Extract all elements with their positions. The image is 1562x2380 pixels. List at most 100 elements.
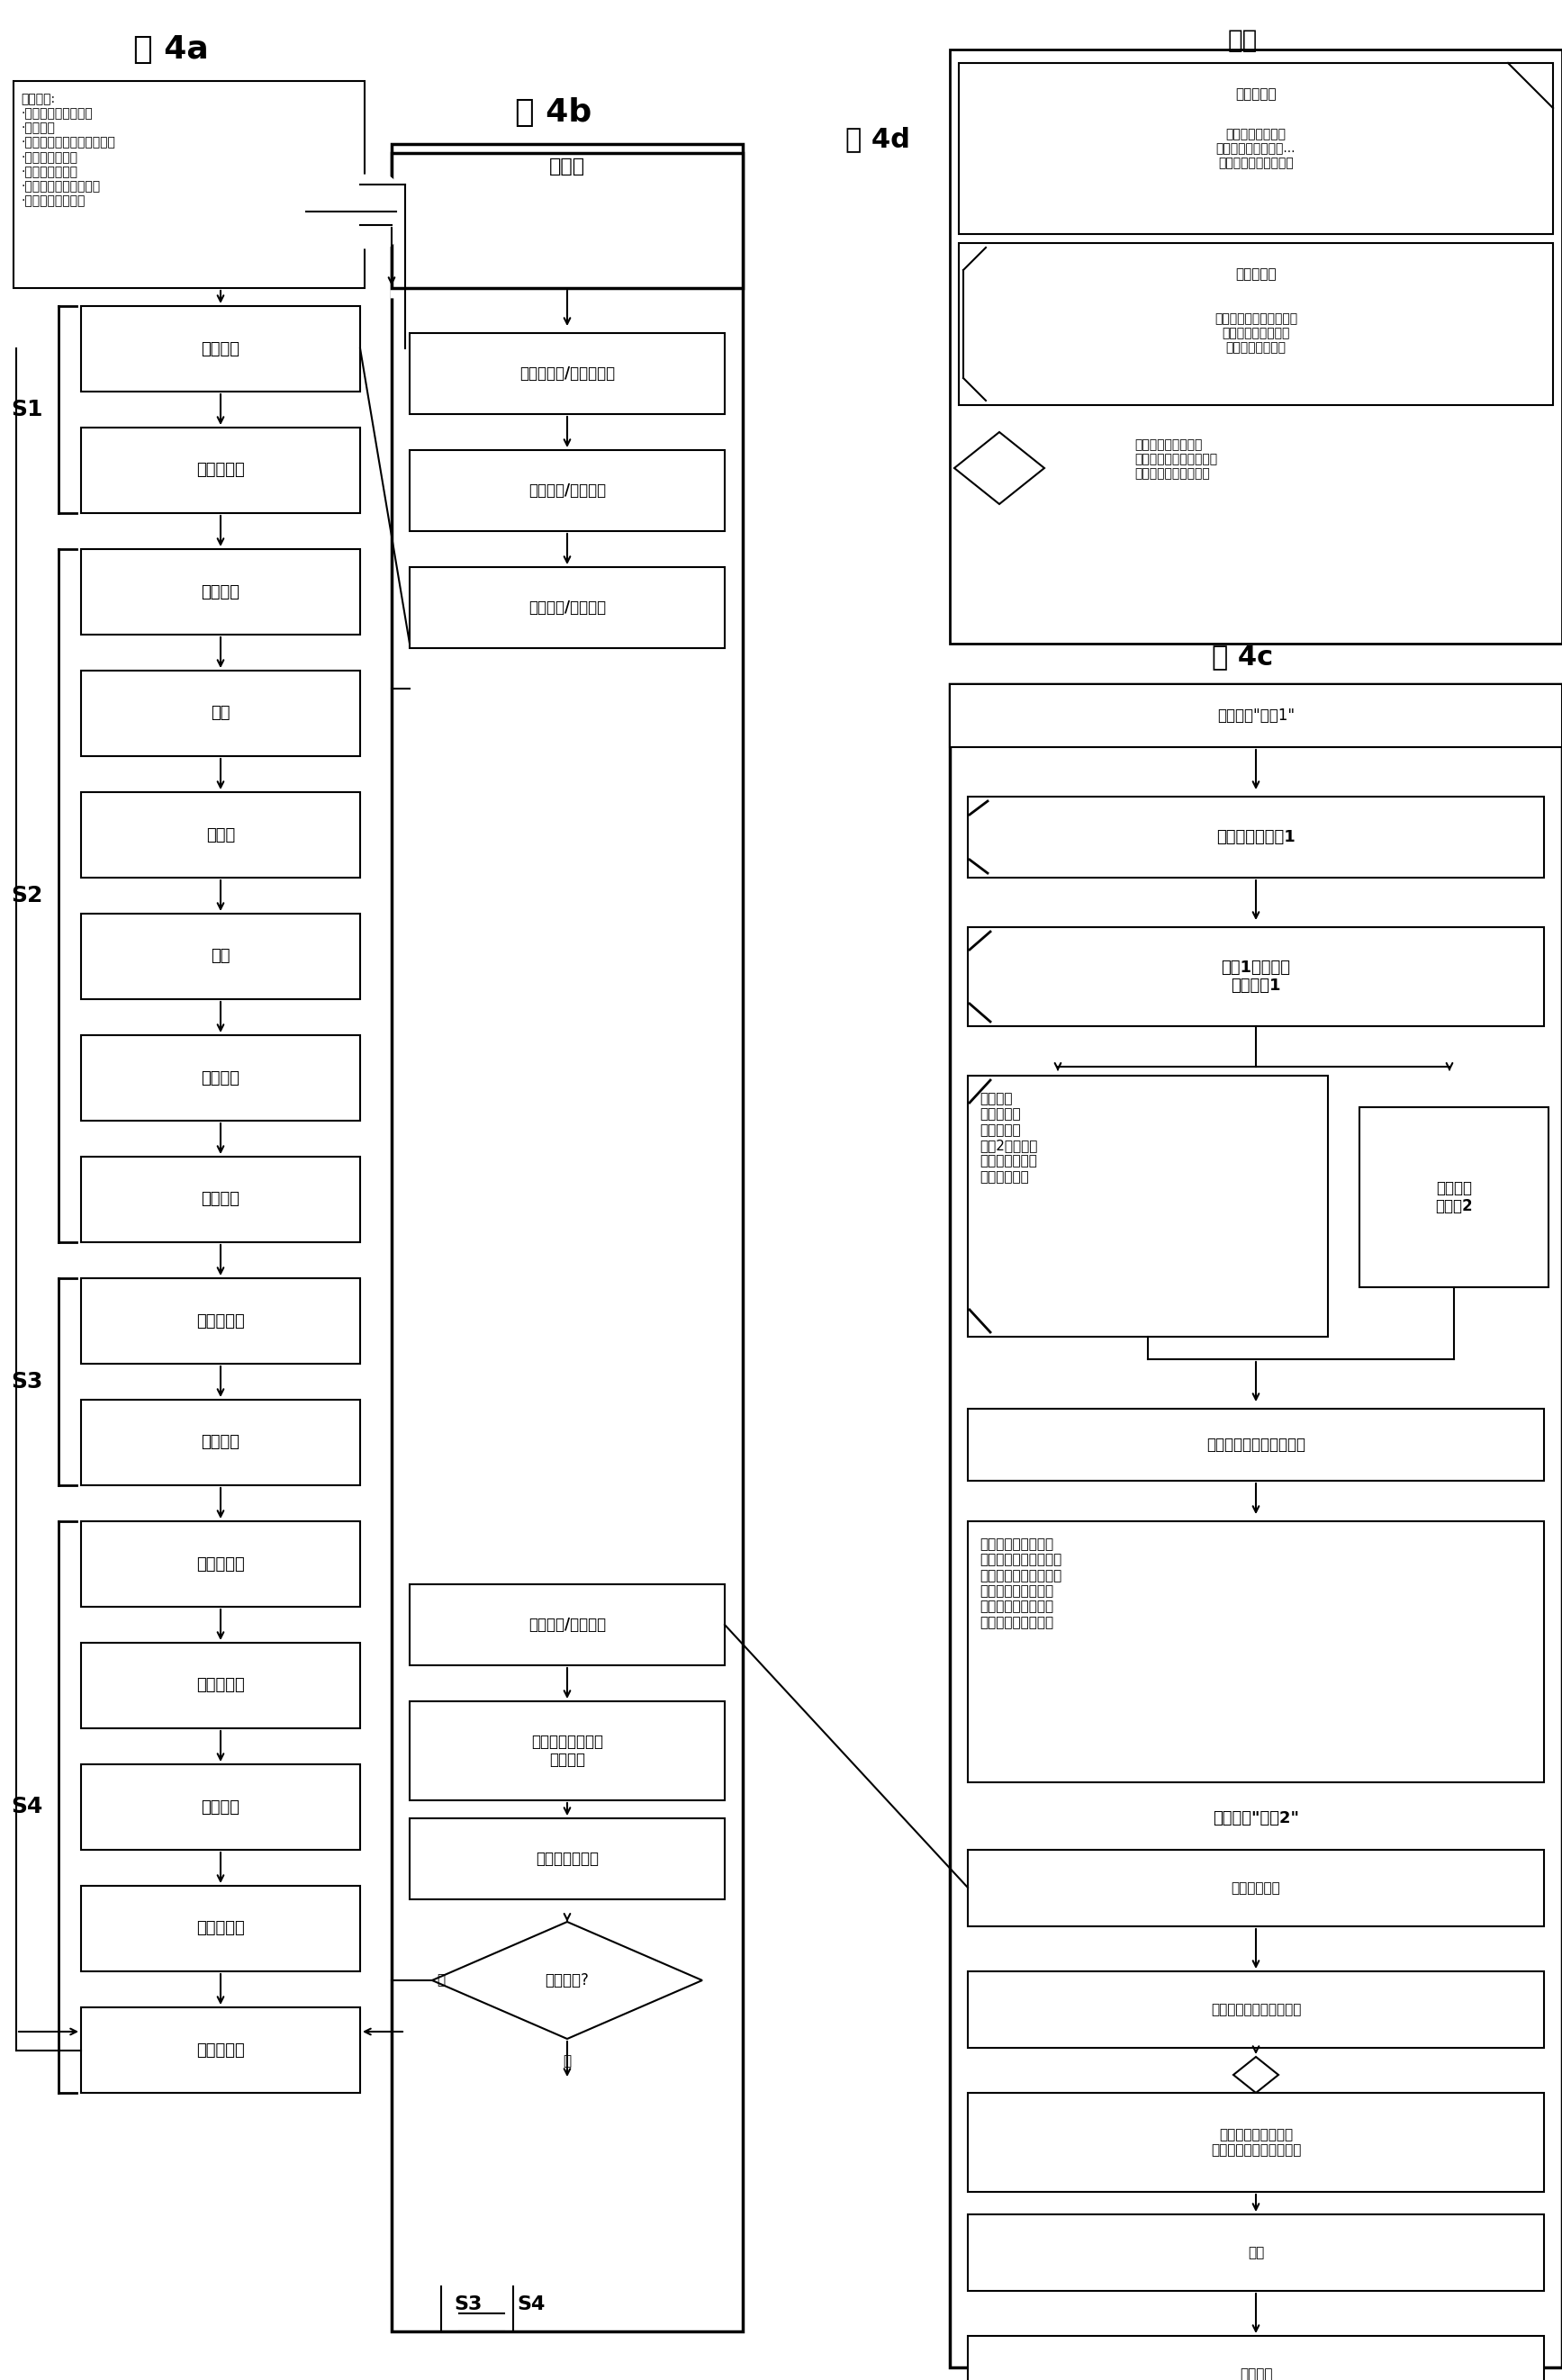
Bar [950,683,1562,747]
Bar [968,1521,1543,1783]
Bar [81,1642,361,1728]
Text: 功能测试：: 功能测试： [1236,88,1276,102]
Bar [950,50,1562,643]
Text: 喷注: 喷注 [211,704,230,721]
Text: 闭合力撤销: 闭合力撤销 [197,1314,245,1328]
Bar [968,2092,1543,2192]
Bar [1359,1107,1548,1288]
Text: 传授功能：: 传授功能： [1236,269,1276,281]
Bar [81,1399,361,1485]
Bar [968,1849,1543,1925]
Bar [81,1521,361,1607]
Text: 塑化，准备材料: 塑化，准备材料 [536,1852,598,1866]
Bar [968,1971,1543,2047]
Bar [81,1035,361,1121]
Text: 图 4d: 图 4d [845,126,911,152]
Polygon shape [433,1921,703,2040]
Bar [409,1585,725,1666]
Bar [409,450,725,531]
Text: 机器人移入: 机器人移入 [197,1678,245,1695]
Text: 材料正常?: 材料正常? [545,1973,589,1987]
Bar [81,793,361,878]
Text: 传授模式"序列2": 传授模式"序列2" [1212,1811,1300,1825]
Bar [81,307,361,393]
Text: 螺杆前进（学习路经点）: 螺杆前进（学习路经点） [1211,2004,1301,2016]
Text: 核心1移入直到
达到开关1: 核心1移入直到 达到开关1 [1221,959,1290,995]
Bar [409,1702,725,1799]
Bar [959,243,1553,405]
Text: 工具断开: 工具断开 [201,1435,241,1449]
Text: 设置自动流程的起始
条件，例如是组件只需要
在第一个周期时前进。: 设置自动流程的起始 条件，例如是组件只需要 在第一个周期时前进。 [1134,438,1217,481]
Bar [81,1764,361,1849]
Polygon shape [954,433,1045,505]
Bar [968,928,1543,1026]
Bar [14,81,364,288]
Text: S2: S2 [11,885,42,907]
Bar [968,797,1543,878]
Text: 螺杆返回: 螺杆返回 [1240,2368,1273,2380]
FancyArrow shape [306,176,433,248]
Text: 塑化: 塑化 [211,947,230,964]
Text: 传授模式"序列1": 传授模式"序列1" [1217,707,1295,724]
Text: 工具闭合到位置1: 工具闭合到位置1 [1217,828,1295,845]
Text: 工具一直闭合到最终位置: 工具一直闭合到最终位置 [1206,1438,1306,1452]
Bar [81,1157,361,1242]
Text: 图 4c: 图 4c [1212,645,1273,671]
Bar [81,428,361,514]
Bar [81,550,361,635]
Bar [950,683,1562,2368]
Bar [392,152,744,288]
Text: 后压力: 后压力 [206,826,236,843]
Text: S4: S4 [517,2294,545,2313]
Text: 控制装置的学习，位置，
控制时间，信号逻辑
连接（终端开关）: 控制装置的学习，位置， 控制时间，信号逻辑 连接（终端开关） [1214,312,1298,355]
FancyArrow shape [392,217,526,298]
Text: 核心移入/核心移出: 核心移入/核心移出 [528,483,606,500]
Text: 起始状态:
·将工具安装到机器中
·工具断开
·推断器在后面（脱模位置）
·核心在脱模位置
·喷注组件在后面
·螺杆在后面，汽缸为空
·机器人在安全位置: 起始状态: ·将工具安装到机器中 ·工具断开 ·推断器在后面（脱模位置） ·核心… [20,93,116,207]
Text: 可运动性、冲突、
终端开关、运动方向...
正常安装以及功能正常: 可运动性、冲突、 终端开关、运动方向... 正常安装以及功能正常 [1217,129,1296,169]
Bar [81,2006,361,2092]
Bar [81,1278,361,1364]
Text: 图 4a: 图 4a [133,33,209,64]
Text: 后压力（学习时间，
通过控制装置调节压力）: 后压力（学习时间， 通过控制装置调节压力） [1211,2128,1301,2156]
Bar [409,566,725,647]
Bar [968,1076,1328,1338]
Text: 工具闭合
到位置2: 工具闭合 到位置2 [1435,1180,1473,1214]
Bar [959,62,1553,233]
Text: S1: S1 [11,400,44,421]
Text: 工具闭合: 工具闭合 [201,340,241,357]
Text: 解释: 解释 [1228,29,1257,52]
Bar [81,1885,361,1971]
Bar [81,671,361,757]
Text: 部件转换: 部件转换 [201,1799,241,1816]
Text: 推料器返回: 推料器返回 [197,1921,245,1937]
Text: S3: S3 [455,2294,483,2313]
Text: S4: S4 [11,1797,42,1818]
Text: 机器人移出: 机器人移出 [197,2042,245,2059]
Text: 组件前进/组件返回: 组件前进/组件返回 [528,1616,606,1633]
Text: 螺杆前进（喷出）
准备材料: 螺杆前进（喷出） 准备材料 [531,1733,603,1768]
Bar [968,1409,1543,1480]
Bar [81,914,361,1000]
Text: 是: 是 [562,2054,572,2068]
Polygon shape [1234,2056,1278,2092]
Text: 塑化: 塑化 [1248,2247,1264,2259]
Text: 只要压住按键就施加
闭合力，控制时间按键
闭合力的比例，闭合力
可以通过时间传授，
通过在显示屏上显示
该力的实际值来支持: 只要压住按键就施加 闭合力，控制时间按键 闭合力的比例，闭合力 可以通过时间传授… [979,1537,1062,1630]
Bar [968,2213,1543,2292]
Text: 加料斗: 加料斗 [550,157,586,176]
Text: 组件前进: 组件前进 [201,583,241,600]
Text: S3: S3 [11,1371,42,1392]
Bar [968,2335,1543,2380]
Text: 推料器前进: 推料器前进 [197,1557,245,1573]
Text: 否: 否 [437,1973,445,1987]
Text: 工具闭合/工具断开: 工具闭合/工具断开 [528,600,606,616]
Text: 图 4b: 图 4b [515,98,592,129]
Text: 喷注组件前进: 喷注组件前进 [1231,1880,1281,1894]
Text: 螺杆后退: 螺杆后退 [201,1071,241,1085]
Bar [409,333,725,414]
Text: 组件返回: 组件返回 [201,1192,241,1207]
Text: 推料器前进/推料器返回: 推料器前进/推料器返回 [520,367,615,381]
Text: 只要压住
按键（传授
控制时间）
核心2就稳入，
压力和数量通过
操作字段输入: 只要压住 按键（传授 控制时间） 核心2就稳入， 压力和数量通过 操作字段输入 [979,1092,1037,1183]
Bar [409,1818,725,1899]
Text: 闭合力施加: 闭合力施加 [197,462,245,478]
Bar [392,145,744,2332]
